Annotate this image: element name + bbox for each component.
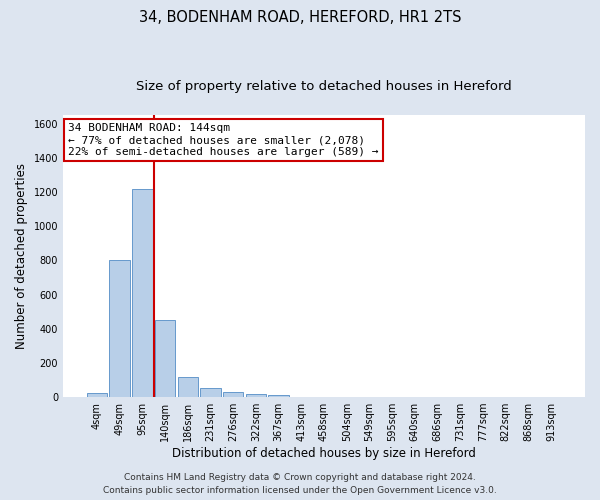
Text: Contains HM Land Registry data © Crown copyright and database right 2024.
Contai: Contains HM Land Registry data © Crown c… [103,474,497,495]
Bar [132,188,152,397]
Bar [155,320,175,397]
Title: Size of property relative to detached houses in Hereford: Size of property relative to detached ho… [136,80,512,93]
Bar [87,393,107,397]
Bar [109,260,130,397]
Bar [245,394,266,397]
Bar [268,395,289,397]
Text: 34, BODENHAM ROAD, HEREFORD, HR1 2TS: 34, BODENHAM ROAD, HEREFORD, HR1 2TS [139,10,461,25]
X-axis label: Distribution of detached houses by size in Hereford: Distribution of detached houses by size … [172,447,476,460]
Text: 34 BODENHAM ROAD: 144sqm
← 77% of detached houses are smaller (2,078)
22% of sem: 34 BODENHAM ROAD: 144sqm ← 77% of detach… [68,124,379,156]
Bar [178,376,198,397]
Y-axis label: Number of detached properties: Number of detached properties [15,163,28,349]
Bar [200,388,221,397]
Bar [223,392,244,397]
